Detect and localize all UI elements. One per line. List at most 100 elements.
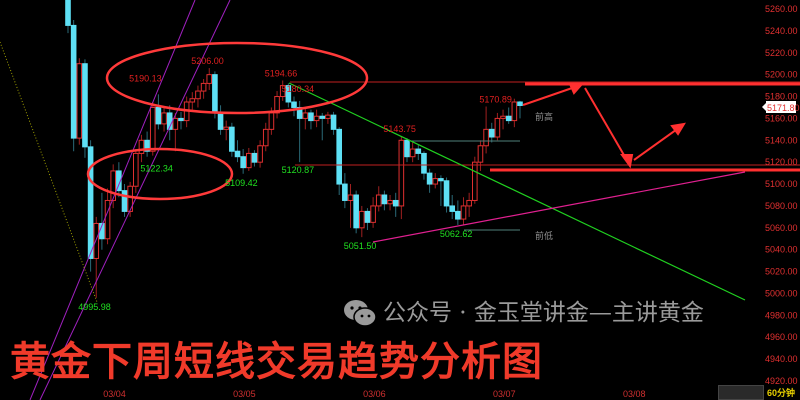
prev-high-label: 前高 [535,111,553,122]
candle-body [381,194,388,205]
candle [183,96,190,128]
y-tick-label: 5240.00 [765,26,798,36]
x-tick-label: 03/04 [103,389,126,399]
candle-body [404,139,410,158]
candle [251,150,258,167]
candle-body [251,152,258,163]
candle-body [93,222,100,259]
candle-body [511,101,518,122]
candle-body [274,96,280,114]
candle [291,96,297,117]
candle [178,111,184,130]
candle [330,111,337,135]
candle-body [353,194,359,229]
candle-body [65,0,71,26]
candle [195,85,201,108]
candle-body [217,112,224,130]
candle [392,192,399,217]
candle [234,140,241,163]
candle [347,184,354,228]
candle [483,106,489,154]
candle [500,109,506,130]
candle [246,147,252,171]
green-trendline [288,82,746,301]
candle [387,195,393,211]
purple-channel-line [39,0,231,400]
watermark: 公众号 · 金玉堂讲金—主讲黄金 [343,298,704,328]
y-tick-label: 5020.00 [765,267,798,277]
candle-body [364,210,371,223]
candle-body [421,152,427,174]
candle-body [426,172,433,185]
candle-body [432,178,439,185]
candle-body [268,112,275,130]
candle [206,68,213,90]
candle-body [398,139,405,207]
candle [302,107,309,130]
candle [409,142,416,163]
candle [127,181,133,217]
candle [477,140,484,171]
candle [426,168,433,193]
price-annotation: 5206.00 [191,56,224,66]
candle [517,100,523,119]
price-annotation: 5194.66 [265,68,298,78]
candle [432,173,439,189]
candle-body [313,115,320,122]
candle [381,190,388,211]
y-tick-label: 5200.00 [765,70,798,80]
candle [161,107,167,132]
candle-body [370,205,376,223]
candle [398,136,405,220]
y-axis: 5260.00 5240.00 5220.00 5200.00 5180.00 5160.… [765,4,798,386]
candle-body [336,128,342,185]
candle [466,192,472,217]
purple-channel-line [29,0,196,400]
magenta-trendline [372,171,746,243]
candle [370,197,376,228]
candle-body [319,115,326,119]
candle-body [342,183,348,201]
price-annotation: 5109.42 [225,178,258,188]
candle [313,109,320,128]
candle-body [149,106,156,152]
candle [511,98,518,128]
candle [217,105,224,135]
candle-body [178,117,184,122]
candle [76,58,83,145]
candle [104,188,111,245]
candle [449,195,455,220]
y-tick-label: 5120.00 [765,157,798,167]
candle [415,144,422,160]
period-selector[interactable]: 60分钟 [767,388,796,398]
candle-body [460,205,467,220]
candle [274,91,280,119]
candle-body [262,128,269,147]
y-tick-label: 4980.00 [765,310,798,320]
current-price-tag: 5171.80 [762,101,800,113]
candle-body [82,63,88,148]
candles [65,0,523,298]
candle [155,94,162,130]
candle [138,134,145,163]
candle-body [392,199,399,207]
candle-body [330,114,337,130]
candle-body [302,112,309,119]
candle-body [144,139,150,152]
price-annotations: 5190.13 5206.00 5194.66 5180.34 5143.75 5170.… [78,56,512,312]
candle [65,0,71,34]
candle [93,216,100,298]
candle [70,19,77,152]
y-tick-label: 5140.00 [765,135,798,145]
candle-body [500,115,506,119]
x-axis: 03/04 03/05 03/06 03/07 03/08 [103,389,645,399]
candle [229,122,235,157]
y-tick-label: 5220.00 [765,48,798,58]
candle-body [409,148,416,158]
candle-body [104,199,111,240]
scrollbar[interactable] [718,385,764,400]
y-tick-label: 4920.00 [765,376,798,386]
candle [460,197,467,225]
candle [189,92,196,110]
